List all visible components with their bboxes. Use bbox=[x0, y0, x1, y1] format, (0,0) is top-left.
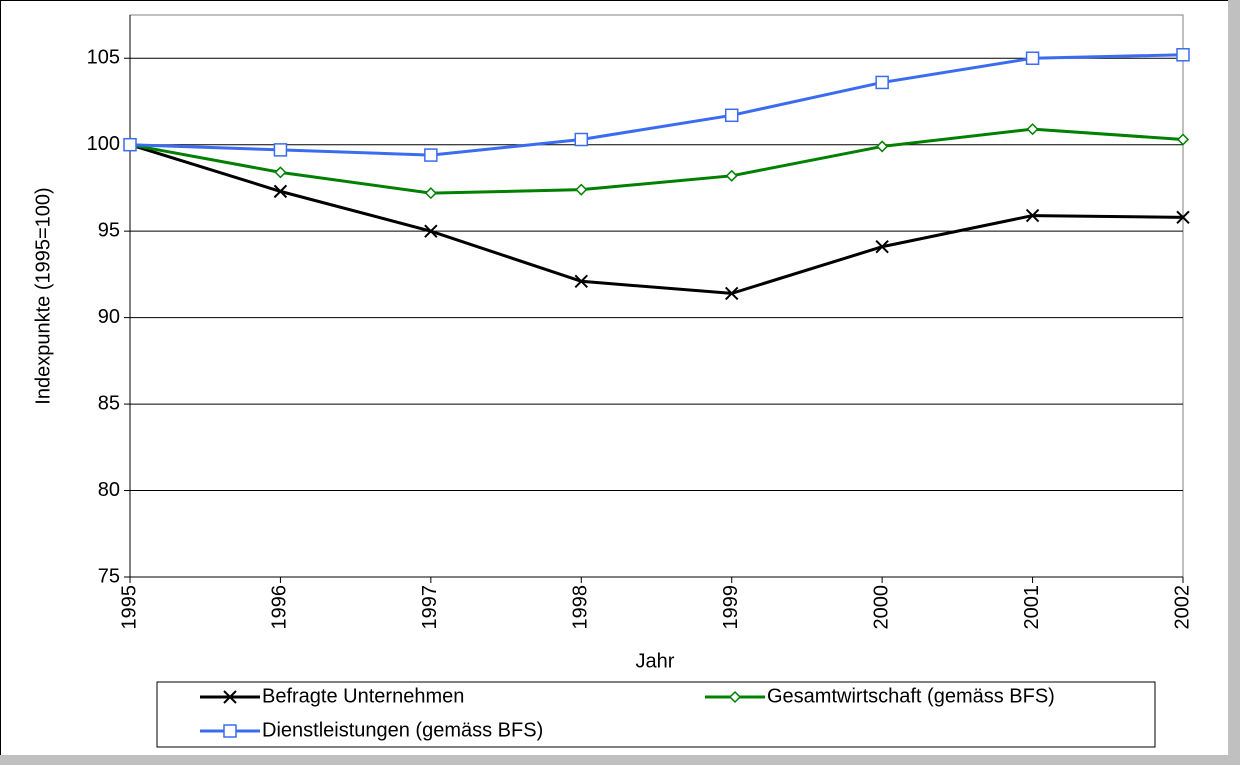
x-tick-label: 1997 bbox=[419, 585, 441, 630]
marker bbox=[273, 184, 288, 199]
x-tick-label: 1996 bbox=[269, 585, 291, 630]
y-tick-label: 90 bbox=[98, 306, 120, 328]
legend-label: Befragte Unternehmen bbox=[262, 685, 464, 707]
marker bbox=[273, 143, 288, 157]
marker bbox=[1025, 51, 1040, 65]
marker bbox=[424, 148, 438, 162]
marker bbox=[424, 187, 437, 200]
y-tick-label: 80 bbox=[98, 479, 120, 501]
marker bbox=[1025, 208, 1040, 223]
marker bbox=[725, 169, 738, 182]
y-tick-label: 100 bbox=[87, 133, 120, 155]
plot-area bbox=[129, 14, 1184, 578]
marker bbox=[875, 75, 889, 90]
marker bbox=[1026, 123, 1039, 136]
marker bbox=[875, 240, 889, 254]
y-tick-label: 75 bbox=[98, 565, 120, 587]
marker bbox=[274, 166, 287, 179]
x-axis-label: Jahr bbox=[636, 650, 675, 672]
legend-label: Dienstleistungen (gemäss BFS) bbox=[262, 719, 543, 741]
marker bbox=[123, 137, 137, 152]
marker bbox=[574, 132, 589, 147]
marker bbox=[223, 690, 237, 704]
legend bbox=[156, 681, 1156, 748]
x-tick-label: 2002 bbox=[1171, 585, 1193, 630]
marker bbox=[575, 183, 588, 196]
marker bbox=[1176, 210, 1190, 225]
x-tick-label: 2001 bbox=[1021, 585, 1043, 630]
chart-edge bbox=[0, 755, 1240, 765]
y-tick-label: 95 bbox=[98, 219, 120, 241]
y-axis-label: Indexpunkte (1995=100) bbox=[32, 187, 54, 404]
x-tick-label: 1995 bbox=[118, 585, 140, 630]
x-tick-label: 1999 bbox=[720, 585, 742, 630]
marker bbox=[876, 140, 889, 153]
marker bbox=[728, 690, 742, 704]
marker bbox=[1176, 48, 1190, 62]
marker bbox=[725, 286, 739, 301]
series-line bbox=[129, 127, 1184, 195]
y-tick-label: 85 bbox=[98, 392, 120, 414]
series-line bbox=[129, 143, 1184, 295]
x-tick-label: 2000 bbox=[870, 585, 892, 630]
chart-edge bbox=[1228, 0, 1240, 765]
marker bbox=[424, 224, 438, 238]
marker bbox=[223, 724, 237, 738]
legend-label: Gesamtwirtschaft (gemäss BFS) bbox=[767, 685, 1055, 707]
x-tick-label: 1998 bbox=[570, 585, 592, 630]
series-line bbox=[129, 53, 1184, 157]
marker bbox=[724, 108, 739, 123]
y-tick-label: 105 bbox=[87, 47, 120, 69]
marker bbox=[574, 274, 588, 289]
marker bbox=[1176, 133, 1190, 146]
